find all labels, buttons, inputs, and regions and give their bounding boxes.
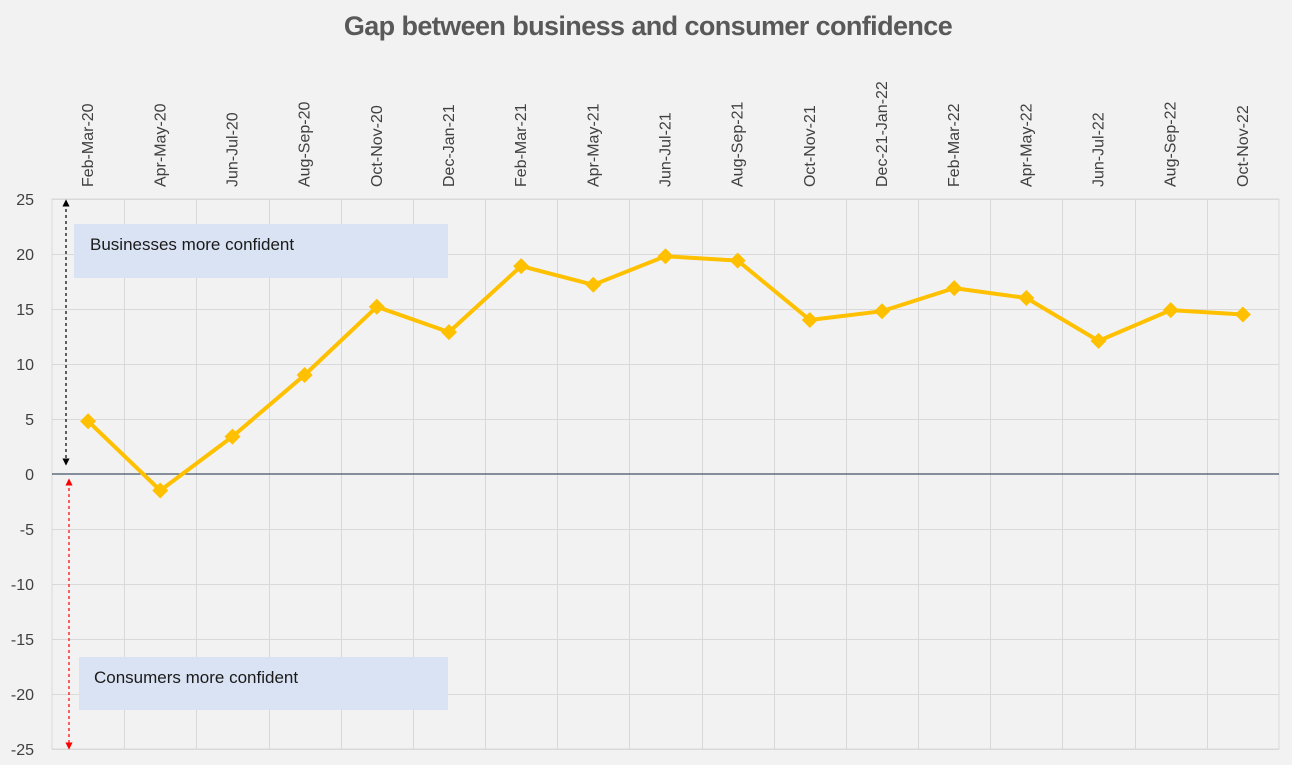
data-point: [152, 482, 169, 499]
data-point: [1162, 302, 1179, 319]
x-tick-label: Oct-Nov-21: [802, 105, 819, 187]
chart-title: Gap between business and consumer confid…: [344, 11, 953, 41]
annotations: Businesses more confident Consumers more …: [62, 199, 448, 750]
y-tick-label: 0: [25, 467, 34, 484]
data-point: [368, 298, 385, 315]
businesses-label: Businesses more confident: [90, 235, 294, 254]
x-tick-label: Aug-Sep-20: [297, 102, 314, 187]
x-tick-label: Apr-May-20: [152, 103, 169, 187]
consumers-box: [79, 657, 448, 710]
businesses-box: [74, 224, 448, 278]
data-point: [585, 276, 602, 293]
x-tick-label: Feb-Mar-20: [80, 103, 97, 187]
y-tick-label: -15: [11, 632, 34, 649]
series-gap: [80, 248, 1251, 499]
data-point: [1234, 306, 1251, 323]
x-tick-label: Feb-Mar-21: [513, 103, 530, 187]
data-point: [296, 367, 313, 383]
data-point: [801, 312, 818, 328]
y-tick-label: 5: [25, 412, 34, 429]
y-tick-label: -5: [20, 522, 34, 539]
x-tick-label: Apr-May-21: [585, 103, 602, 187]
x-tick-label: Jun-Jul-21: [658, 112, 675, 187]
y-tick-label: -20: [11, 687, 34, 704]
data-point: [224, 428, 241, 445]
x-tick-label: Dec-21-Jan-22: [874, 81, 891, 187]
y-tick-label: 15: [16, 302, 34, 319]
y-tick-label: -25: [11, 742, 34, 759]
data-point: [946, 280, 963, 297]
data-point: [513, 258, 530, 275]
data-point: [874, 303, 891, 320]
x-tick-label: Apr-May-22: [1018, 103, 1035, 187]
data-point: [80, 413, 97, 430]
x-tick-label: Aug-Sep-21: [730, 102, 747, 187]
x-axis-ticks: Feb-Mar-20 Apr-May-20 Jun-Jul-20 Aug-Sep-20…: [80, 81, 1252, 187]
data-point: [1090, 332, 1107, 349]
x-tick-label: Feb-Mar-22: [946, 103, 963, 187]
data-point: [729, 252, 746, 269]
y-tick-label: -10: [11, 577, 34, 594]
y-tick-label: 20: [16, 247, 34, 264]
x-tick-label: Oct-Nov-20: [369, 105, 386, 187]
y-axis-ticks: 25 20 15 10 5 0 -5 -10 -15 -20 -25: [11, 192, 34, 759]
y-tick-label: 25: [16, 192, 34, 209]
x-tick-label: Aug-Sep-22: [1163, 102, 1180, 187]
x-tick-label: Jun-Jul-20: [224, 112, 241, 187]
data-point: [657, 248, 674, 265]
x-tick-label: Jun-Jul-22: [1091, 112, 1108, 187]
data-point: [440, 324, 457, 341]
consumers-label: Consumers more confident: [94, 668, 298, 687]
x-tick-label: Dec-Jan-21: [441, 104, 458, 187]
data-point: [1018, 290, 1035, 306]
x-tick-label: Oct-Nov-22: [1235, 105, 1252, 187]
y-tick-label: 10: [16, 357, 34, 374]
